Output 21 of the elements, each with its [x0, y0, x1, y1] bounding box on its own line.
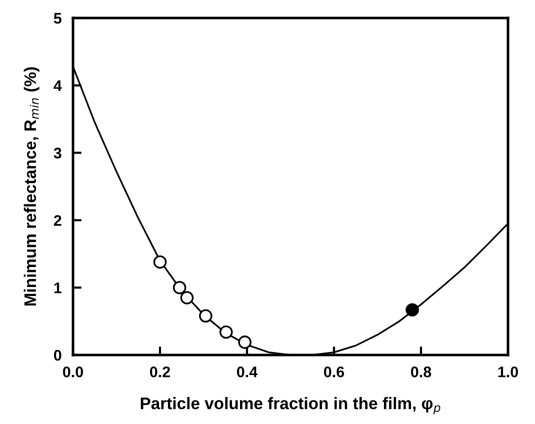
point	[180, 291, 194, 304]
y-tick-label: 3	[54, 148, 62, 159]
y-tick-label: 2	[54, 215, 62, 226]
y-tick-label: 1	[54, 282, 62, 294]
point	[153, 255, 167, 269]
point	[219, 325, 233, 339]
x-tick-label: 0.0	[62, 366, 83, 378]
y-tick-label: 0	[54, 350, 62, 361]
x-tick-label: 0.6	[324, 366, 344, 378]
x-tick-label: 0.2	[150, 366, 170, 378]
x-axis-title: Particle volume fraction in the film, φ$_{p}$	[140, 397, 440, 414]
y-tick-label: 4	[54, 80, 62, 91]
point	[172, 280, 186, 294]
point	[238, 336, 252, 349]
point	[406, 303, 419, 316]
point	[199, 309, 212, 323]
y-axis-title: Minimum reflectance, R$_{min}$ (%)	[24, 67, 40, 306]
x-tick-label: 1.0	[498, 366, 518, 378]
x-tick-label: 0.8	[410, 366, 432, 378]
y-tick-label: 5	[54, 13, 62, 24]
x-tick-label: 0.4	[236, 366, 258, 378]
